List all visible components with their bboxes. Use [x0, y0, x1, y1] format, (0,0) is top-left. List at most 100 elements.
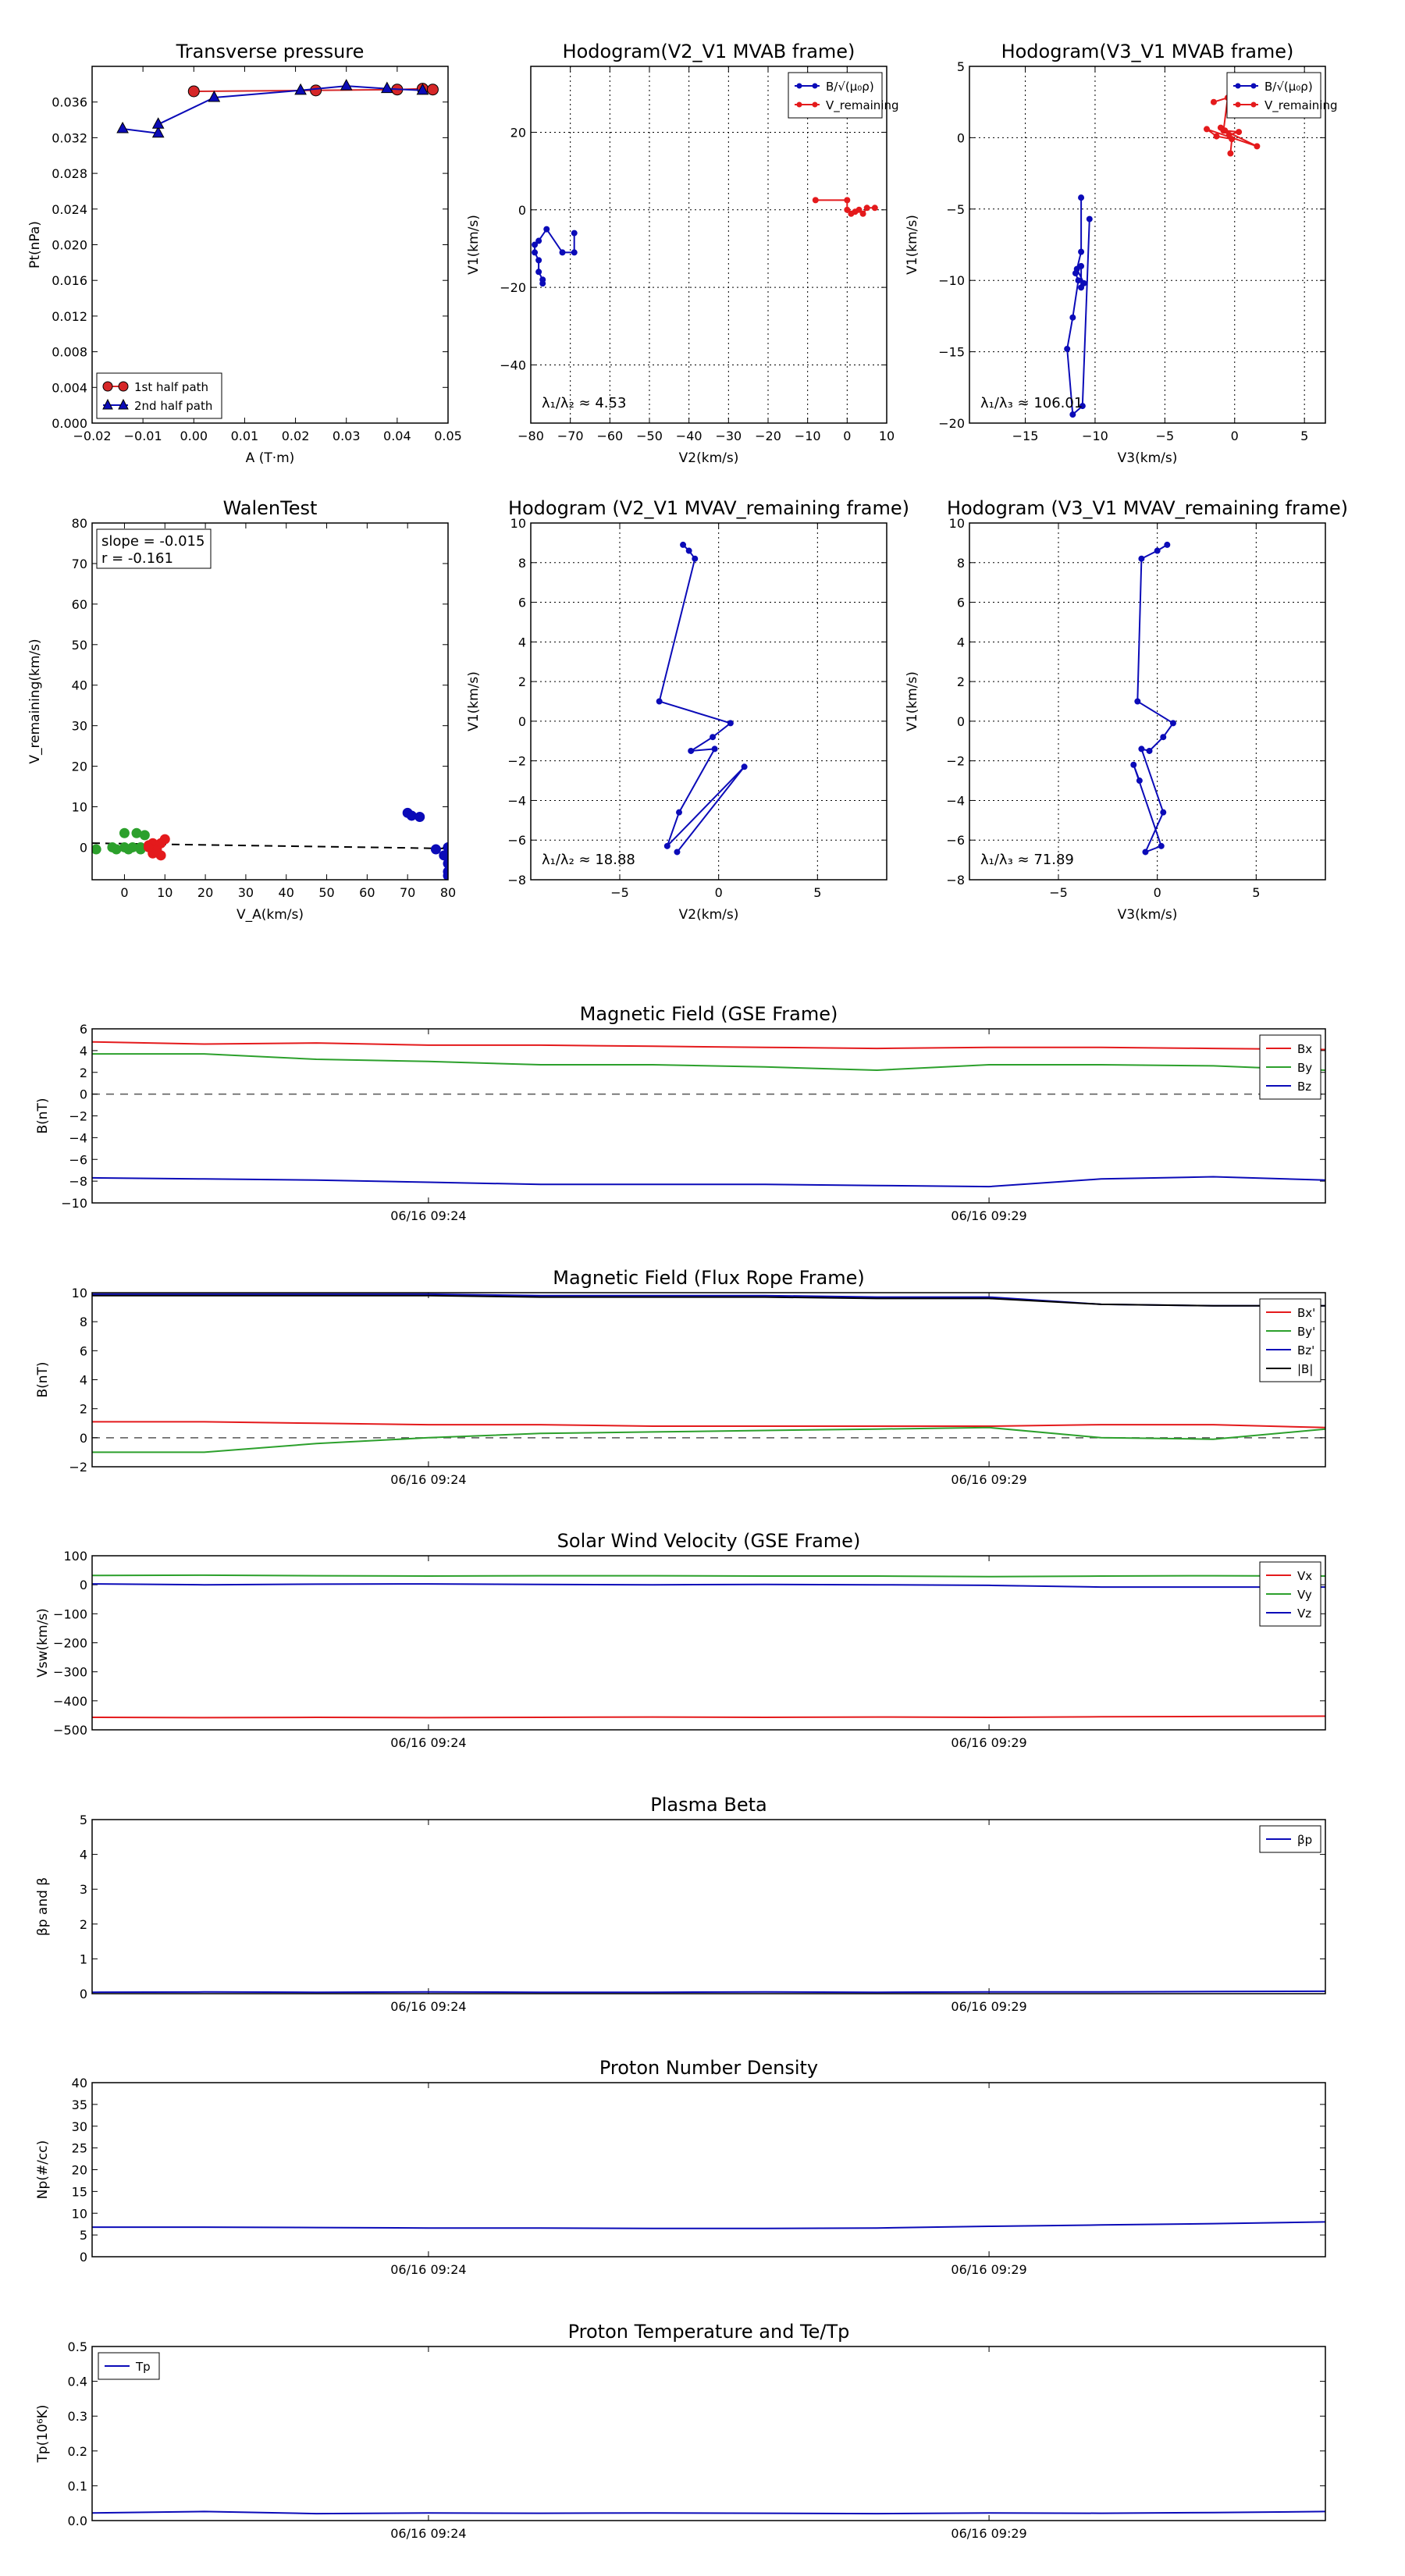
data-point [1222, 127, 1229, 134]
x-tick-label: 06/16 09:29 [951, 1999, 1026, 2014]
y-tick-label: −5 [946, 202, 965, 217]
x-tick-label: −5 [1156, 429, 1175, 443]
series-group [656, 541, 748, 856]
data-point [1213, 133, 1220, 140]
magnetic-field-gse-chart: Magnetic Field (GSE Frame) 06/16 09:24 06/… [35, 1003, 1326, 1223]
series-line-0 [92, 1990, 1325, 1994]
y-tick-label: 2 [957, 674, 965, 689]
chart-title: Plasma Beta [650, 1794, 767, 1816]
series-line-0 [92, 2221, 1325, 2229]
data-point [1069, 314, 1076, 321]
y-tick-label: 20 [72, 760, 87, 774]
data-point [727, 720, 734, 727]
x-tick-label: −70 [557, 429, 584, 443]
data-point [208, 90, 221, 102]
y-tick-label: 50 [72, 638, 87, 653]
y-tick-label: −6 [507, 833, 526, 848]
x-tick-label: 06/16 09:29 [951, 1735, 1026, 1750]
legend: Bx By Bz [1259, 1034, 1321, 1100]
ratio-annotation: λ₁/λ₃ ≈ 71.89 [980, 852, 1074, 868]
y-tick-label: 0.028 [52, 166, 87, 181]
y-tick-label: 10 [949, 516, 965, 531]
y-tick-label: 1 [80, 1952, 87, 1966]
plot-frame [969, 66, 1326, 424]
y-tick-label: 6 [518, 596, 526, 610]
data-point [1158, 842, 1165, 849]
data-point [119, 827, 130, 838]
legend-box [1226, 72, 1321, 119]
data-point [863, 205, 870, 212]
legend: Tp [98, 2352, 160, 2380]
y-tick-label: −4 [946, 793, 965, 808]
y-tick-label: 8 [518, 556, 526, 571]
legend-label: V_remaining [1264, 98, 1338, 113]
x-tick-label: 10 [157, 885, 173, 900]
series-line-2 [92, 1583, 1325, 1589]
x-tick-label: 80 [440, 885, 456, 900]
x-tick-label: −0.02 [73, 429, 111, 443]
y-tick-label: 4 [80, 1373, 87, 1388]
y-tick-label: 25 [72, 2141, 87, 2156]
series-group [92, 1990, 1325, 1994]
legend-marker [796, 101, 802, 108]
data-point [571, 249, 578, 256]
hodogram-v3-v1-mvav-chart: Hodogram (V3_V1 MVAV_remaining frame) −5 0… [905, 497, 1348, 923]
series-group [92, 2510, 1325, 2515]
legend-marker [812, 101, 818, 108]
x-tick-label: 0.01 [231, 429, 259, 443]
data-point [92, 844, 101, 855]
chart-title: WalenTest [223, 497, 318, 519]
y-tick-label: 0.5 [68, 2339, 87, 2354]
y-tick-label: 4 [957, 635, 965, 649]
y-tick-label: 6 [957, 596, 965, 610]
hodogram-v3-v1-mvab-chart: Hodogram(V3_V1 MVAB frame) −15 −10 −5 0 5 −20 −… [905, 41, 1338, 466]
series-line-1 [122, 85, 423, 134]
y-tick-label: 0.4 [68, 2375, 87, 2389]
plot-frame [91, 1028, 1326, 1204]
series-group [92, 1574, 1325, 1719]
y-axis-label: V1(km/s) [905, 215, 920, 275]
data-point [1138, 745, 1145, 753]
x-tick-label: −10 [1082, 429, 1108, 443]
x-tick-label: 0.02 [282, 429, 310, 443]
data-point [139, 830, 150, 841]
hodogram-v2-v1-mvab-chart: Hodogram(V2_V1 MVAB frame) −80 −70 −60 −50 −4… [466, 41, 899, 466]
y-tick-label: 2 [80, 1066, 87, 1080]
y-tick-label: −8 [69, 1174, 87, 1189]
data-point [1080, 279, 1087, 286]
data-point [859, 210, 866, 217]
data-point [571, 229, 578, 237]
y-axis-label: Np(#/cc) [35, 2140, 51, 2199]
x-tick-label: −15 [1012, 429, 1039, 443]
y-tick-label: 70 [72, 557, 87, 571]
y-tick-label: 2 [80, 1917, 87, 1932]
data-point [1136, 777, 1143, 785]
transverse-pressure-chart: Transverse pressure −0.02 −0.01 0.00 0.01 0.0… [27, 41, 462, 466]
series-line-0 [92, 1041, 1325, 1051]
plot-frame [91, 1555, 1326, 1731]
chart-title: Hodogram (V3_V1 MVAV_remaining frame) [947, 497, 1348, 519]
data-point [1160, 734, 1167, 741]
legend-marker [102, 398, 113, 410]
legend-label: Vx [1297, 1569, 1312, 1583]
series-line-0 [658, 544, 745, 853]
x-tick-label: 0.03 [333, 429, 361, 443]
y-tick-label: 35 [72, 2097, 87, 2112]
y-tick-label: 15 [72, 2184, 87, 2199]
data-point [144, 841, 155, 852]
legend-label: Bz [1297, 1080, 1311, 1094]
y-tick-label: −500 [53, 1723, 87, 1738]
data-point [844, 197, 851, 204]
plot-frame [91, 1819, 1326, 1994]
y-tick-label: −40 [500, 358, 526, 372]
y-axis-label: Pt(nPa) [27, 221, 43, 269]
chart-title: Magnetic Field (GSE Frame) [580, 1003, 838, 1025]
y-tick-label: −20 [938, 416, 965, 431]
y-tick-label: −8 [946, 873, 965, 888]
x-tick-label: 0 [715, 885, 723, 900]
legend-label: V_remaining [826, 98, 899, 113]
legend: B/√(μ₀ρ) V_remaining [788, 72, 899, 119]
data-point [1229, 136, 1236, 143]
y-tick-label: 8 [80, 1315, 87, 1329]
legend-label: 1st half path [134, 380, 208, 394]
